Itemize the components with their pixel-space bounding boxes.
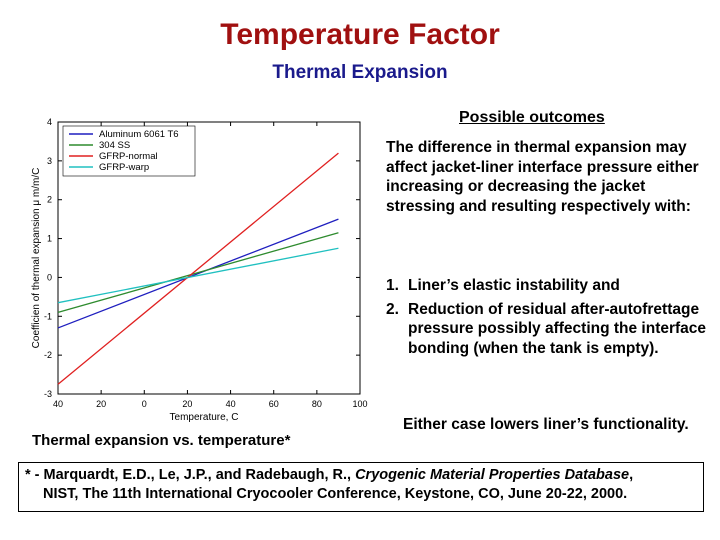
- series-line: [57, 218, 339, 329]
- legend-entry-label: GFRP-warp: [99, 162, 149, 173]
- y-tick-label: 1: [47, 234, 52, 244]
- list-item: 2. Reduction of residual after-autofrett…: [386, 300, 716, 359]
- y-tick-label: 2: [47, 195, 52, 205]
- list-item-text: Liner’s elastic instability and: [408, 277, 620, 294]
- list-item-number: 1.: [386, 277, 399, 294]
- x-tick-label: 20: [96, 399, 106, 409]
- outcomes-paragraph: The difference in thermal expansion may …: [386, 139, 699, 215]
- list-item-number: 2.: [386, 300, 399, 318]
- legend-entry-label: GFRP-normal: [99, 151, 158, 162]
- x-tick-label: 40: [226, 399, 236, 409]
- reference-italic-title: Cryogenic Material Properties Database: [355, 467, 630, 483]
- x-tick-label: 80: [312, 399, 322, 409]
- series-line: [57, 232, 339, 314]
- chart-series-group: [57, 152, 339, 385]
- x-tick-label: 0: [142, 399, 147, 409]
- x-tick-label: 20: [182, 399, 192, 409]
- legend-entry-label: 304 SS: [99, 140, 130, 151]
- y-tick-label: -1: [44, 311, 52, 321]
- x-tick-label: 60: [269, 399, 279, 409]
- y-tick-label: -3: [44, 389, 52, 399]
- chart-axes: 40 20 0 20 40 60 80 100 -3 -2 -1 0 1 2 3 4 Temperature, …: [31, 117, 368, 423]
- slide-subtitle: Thermal Expansion: [272, 62, 448, 83]
- slide-title: Temperature Factor: [220, 18, 500, 51]
- y-tick-label: 3: [47, 156, 52, 166]
- x-tick-label: 40: [53, 399, 63, 409]
- series-line: [57, 247, 339, 304]
- reference-prefix: * - Marquardt, E.D., Le, J.P., and Radeb…: [25, 467, 356, 483]
- legend-entry-label: Aluminum 6061 T6: [99, 129, 179, 140]
- list-item: 1. Liner’s elastic instability and: [386, 276, 716, 296]
- y-tick-label: -2: [44, 350, 52, 360]
- outcomes-list: 1. Liner’s elastic instability and 2. Re…: [386, 276, 716, 362]
- reference-box: * - Marquardt, E.D., Le, J.P., and Radeb…: [18, 462, 704, 512]
- thermal-expansion-chart: 40 20 0 20 40 60 80 100 -3 -2 -1 0 1 2 3 4 Temperature, …: [31, 117, 368, 423]
- y-axis-label: Coefficien of thermal expansion μ m/m/C: [31, 168, 42, 349]
- reference-line-2: NIST, The 11th International Cryocooler …: [43, 486, 628, 502]
- series-line: [57, 152, 339, 385]
- conclusion-text: Either case lowers liner’s functionality…: [403, 416, 689, 433]
- chart-caption: Thermal expansion vs. temperature*: [32, 432, 291, 449]
- x-axis-label: Temperature, C: [170, 412, 239, 423]
- y-tick-label: 0: [47, 272, 52, 282]
- plot-frame: [57, 121, 361, 395]
- list-item-text: Reduction of residual after-autofrettage…: [408, 300, 707, 357]
- reference-comma: ,: [629, 467, 634, 483]
- x-tick-label: 100: [352, 399, 367, 409]
- outcomes-heading: Possible outcomes: [459, 109, 605, 126]
- y-tick-label: 4: [47, 117, 52, 127]
